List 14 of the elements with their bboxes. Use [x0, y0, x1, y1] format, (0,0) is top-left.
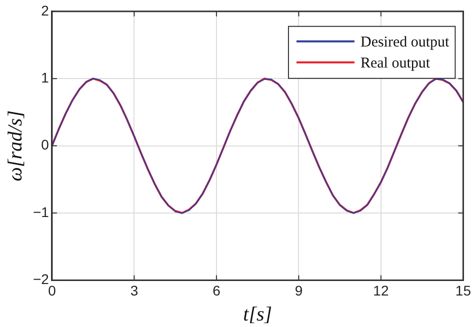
y-tick-label: −1 — [32, 204, 50, 220]
legend-label: Desired output — [360, 34, 450, 50]
y-tick-label: 0 — [41, 136, 50, 153]
x-tick-label: 12 — [373, 282, 389, 298]
y-axis-title: ω[rad/s] — [4, 110, 26, 182]
legend-label: Real output — [360, 55, 431, 72]
y-tick-label: 2 — [41, 2, 50, 18]
x-tick-label: 9 — [294, 282, 303, 298]
x-tick-label: 15 — [455, 282, 472, 298]
x-tick-label: 3 — [130, 282, 138, 298]
x-tick-label: 6 — [212, 282, 221, 298]
y-tick-label: 1 — [41, 69, 50, 86]
x-axis-title: t[s] — [243, 303, 272, 326]
y-tick-label: −2 — [32, 271, 50, 288]
